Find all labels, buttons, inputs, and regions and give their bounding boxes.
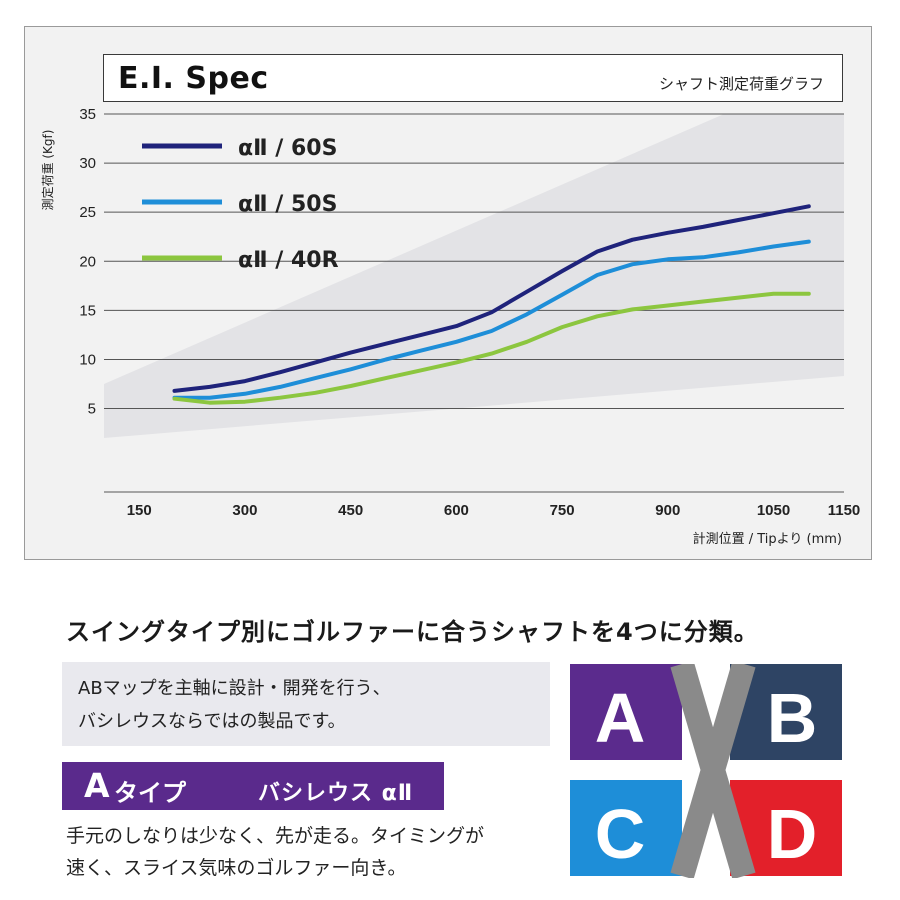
legend-label: αⅡ / 60S — [238, 136, 337, 161]
note-line-1: ABマップを主軸に設計・開発を行う、 — [78, 678, 391, 699]
y-tick-label: 10 — [79, 351, 96, 368]
type-product-name: バシレウス αⅡ — [258, 781, 414, 806]
quadrant-a-tile — [570, 664, 682, 760]
y-tick-label: 5 — [88, 401, 96, 418]
legend-label: αⅡ / 50S — [238, 192, 337, 217]
x-tick-label: 1050 — [757, 502, 790, 519]
series-line — [172, 204, 811, 393]
y-tick-label: 30 — [79, 155, 96, 172]
quadrant-a-letter: A — [595, 679, 646, 757]
x-axis-label: 計測位置 / Tipより (mm) — [693, 531, 842, 547]
description-line-2: 速く、スライス気味のゴルファー向き。 — [66, 857, 407, 879]
type-label: タイプ — [114, 779, 186, 807]
x-tick-label: 150 — [127, 502, 152, 519]
cross-stroke-2 — [670, 664, 756, 878]
quadrant-c-letter: C — [595, 795, 646, 873]
x-tick-label: 1150 — [828, 502, 861, 519]
y-tick-label: 20 — [79, 253, 96, 270]
range-band-cut — [104, 114, 724, 384]
y-axis-label: 測定荷重 (Kgf) — [40, 130, 55, 211]
quadrant-c-tile — [570, 780, 682, 876]
type-badge: A タイプ バシレウス αⅡ — [62, 762, 444, 810]
description-line-1: 手元のしなりは少なく、先が走る。タイミングが — [66, 825, 485, 847]
quadrant-d-letter: D — [767, 795, 818, 873]
chart-title-box: E.I. Spec シャフト測定荷重グラフ — [103, 54, 843, 102]
x-tick-label: 450 — [338, 502, 363, 519]
type-letter: A — [84, 766, 110, 805]
chart-title: E.I. Spec — [118, 61, 269, 96]
x-tick-label: 300 — [232, 502, 257, 519]
series-line — [172, 239, 811, 400]
x-tick-label: 600 — [444, 502, 469, 519]
y-tick-label: 25 — [79, 204, 96, 221]
ab-map-quadrant: A B C D — [570, 664, 842, 878]
x-tick-label: 900 — [655, 502, 680, 519]
section-heading: スイングタイプ別にゴルファーに合うシャフトを4つに分類。 — [66, 618, 759, 646]
note-box: ABマップを主軸に設計・開発を行う、 バシレウスならではの製品です。 — [62, 662, 550, 746]
x-tick-label: 750 — [550, 502, 575, 519]
legend-label: αⅡ / 40R — [238, 248, 339, 273]
chart-subtitle: シャフト測定荷重グラフ — [658, 75, 824, 93]
note-line-2: バシレウスならではの製品です。 — [78, 711, 346, 732]
y-tick-label: 15 — [79, 302, 96, 319]
y-tick-label: 35 — [79, 106, 96, 123]
series-line — [172, 291, 811, 405]
quadrant-b-letter: B — [767, 679, 818, 757]
